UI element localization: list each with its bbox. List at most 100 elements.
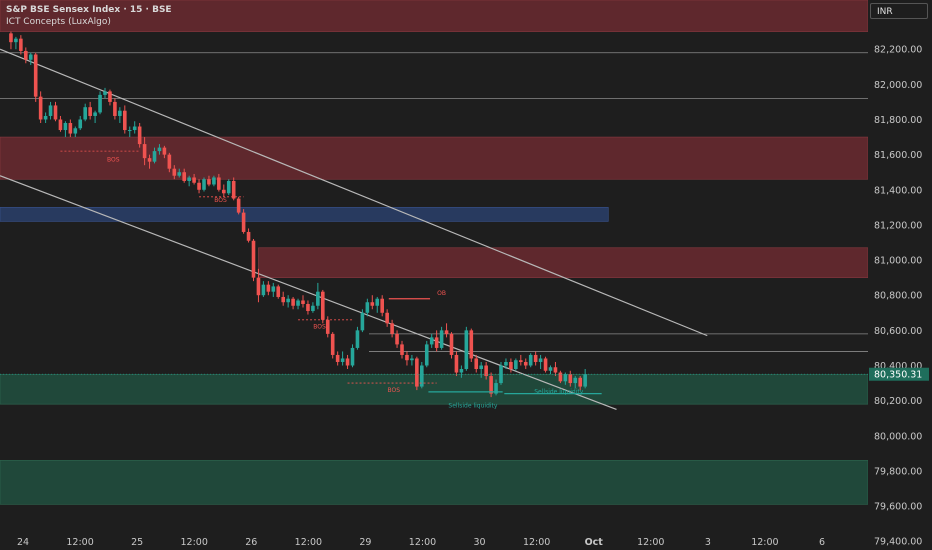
- bearish-zone: [258, 247, 869, 278]
- candle: [197, 179, 201, 194]
- candle-body: [355, 330, 360, 348]
- candle-body: [504, 361, 508, 366]
- candle-body: [484, 365, 488, 377]
- x-tick-label: 30: [474, 537, 486, 548]
- candle-body: [558, 372, 563, 382]
- candle-body: [350, 347, 355, 366]
- candle-body: [330, 333, 335, 355]
- candle-body: [187, 177, 191, 181]
- candle-body: [217, 177, 221, 190]
- candle-body: [152, 151, 157, 162]
- candle-body: [147, 158, 152, 162]
- candle: [538, 354, 543, 370]
- y-tick-label: 80,200.00: [874, 396, 922, 407]
- candle-body: [301, 300, 305, 304]
- candle: [157, 144, 162, 155]
- currency-badge[interactable]: INR: [870, 3, 928, 19]
- candle-body: [157, 147, 162, 152]
- x-tick-label: 12:00: [751, 537, 778, 548]
- candle: [533, 351, 538, 366]
- candle-body: [395, 333, 399, 345]
- candle-body: [28, 54, 33, 60]
- candle: [523, 358, 528, 370]
- candle: [108, 89, 112, 106]
- candle: [246, 228, 251, 243]
- candle: [573, 376, 578, 389]
- candle: [132, 121, 137, 134]
- candle: [88, 101, 92, 120]
- candle: [578, 376, 582, 391]
- annotation-label: Sellside liquidity: [448, 403, 497, 410]
- candle-body: [261, 284, 266, 296]
- trendline[interactable]: [0, 48, 708, 337]
- candle: [410, 354, 414, 366]
- candle: [469, 328, 474, 362]
- candle: [296, 298, 300, 310]
- trendline[interactable]: [0, 175, 617, 410]
- candle-body: [68, 123, 73, 134]
- candle-body: [9, 33, 13, 43]
- candle: [172, 165, 177, 180]
- blue-zone: [0, 207, 609, 222]
- candle: [345, 354, 350, 370]
- x-tick-label: 24: [17, 537, 29, 548]
- candle-body: [281, 296, 285, 303]
- candle: [350, 344, 355, 368]
- candle: [543, 356, 548, 373]
- candle: [583, 369, 587, 389]
- candle-body: [142, 144, 147, 159]
- candle: [271, 282, 276, 297]
- candle-body: [162, 147, 167, 155]
- candle: [43, 112, 48, 124]
- candle: [212, 175, 216, 187]
- candle-body: [434, 337, 439, 348]
- bearish-zone: [0, 0, 869, 32]
- candle: [78, 115, 83, 131]
- candle-body: [528, 354, 533, 366]
- candle: [415, 356, 419, 391]
- candle: [444, 323, 449, 338]
- candle-body: [276, 286, 281, 297]
- y-tick-label: 80,000.00: [874, 431, 922, 442]
- candle-body: [459, 369, 464, 373]
- x-tick-label: 25: [131, 537, 143, 548]
- candle: [28, 52, 33, 66]
- candle: [301, 295, 305, 308]
- y-tick-label: 81,800.00: [874, 115, 922, 126]
- candle: [241, 209, 246, 234]
- candle: [266, 281, 271, 296]
- candle-body: [390, 323, 394, 334]
- candle-body: [251, 240, 256, 278]
- x-tick-label: 12:00: [295, 537, 322, 548]
- candle: [53, 101, 58, 122]
- candle-body: [38, 96, 43, 120]
- candle-body: [523, 361, 528, 366]
- candle-body: [197, 182, 201, 190]
- candle: [24, 47, 28, 64]
- candle: [222, 184, 226, 197]
- annotation-label: BOS: [214, 197, 227, 204]
- candle: [187, 175, 191, 187]
- x-tick-label: 12:00: [523, 537, 550, 548]
- candle-body: [553, 367, 558, 373]
- candle: [207, 175, 211, 187]
- candle-body: [93, 112, 97, 116]
- indicator-name[interactable]: ICT Concepts (LuxAlgo): [6, 17, 111, 27]
- candle-body: [424, 344, 429, 366]
- annotation-label: BOS: [387, 387, 400, 394]
- candle-body: [137, 126, 142, 145]
- candle: [519, 354, 523, 366]
- candle: [459, 365, 464, 378]
- candle: [464, 326, 469, 371]
- candle: [405, 351, 409, 366]
- candle: [261, 281, 266, 297]
- candle-body: [375, 298, 380, 306]
- candle: [335, 351, 340, 366]
- candle: [192, 173, 196, 185]
- candle-body: [538, 358, 543, 362]
- y-tick-label: 81,200.00: [874, 220, 922, 231]
- candle-body: [494, 383, 498, 394]
- candle: [231, 177, 236, 201]
- candle-body: [19, 38, 23, 51]
